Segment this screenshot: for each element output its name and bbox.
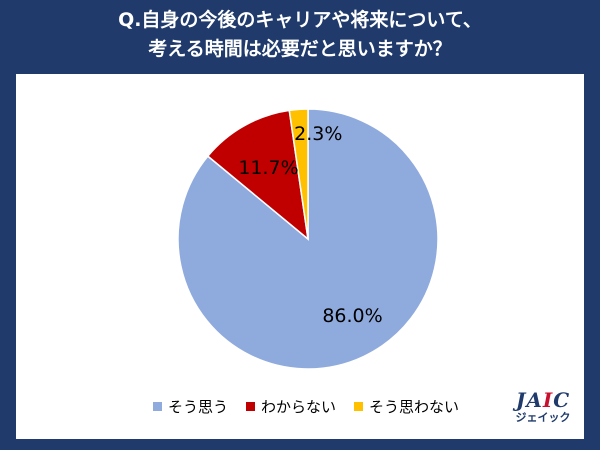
slice-disagree xyxy=(288,108,309,240)
pie-chart: 86.0% 11.7% 2.3% xyxy=(177,108,439,370)
legend-label-agree: そう思う xyxy=(168,397,229,416)
legend-item-unsure: わからない xyxy=(246,396,336,417)
legend-item-disagree: そう思わない xyxy=(354,396,459,417)
jaic-logo: JAIC ジェイック xyxy=(506,389,580,435)
legend-swatch-disagree xyxy=(354,401,364,411)
logo-wordmark: JAIC xyxy=(515,388,571,412)
chart-title-line-2: 考える時間は必要だと思いますか？ xyxy=(148,38,452,60)
legend-swatch-agree xyxy=(153,401,162,411)
logo-subtitle: ジェイック xyxy=(515,411,571,424)
legend-label-disagree: そう思わない xyxy=(369,397,460,416)
slice-label-unsure: 11.7% xyxy=(238,157,298,179)
chart-title-line-1: Q.自身の今後のキャリアや将来について、 xyxy=(118,9,482,31)
slice-label-disagree: 2.3% xyxy=(294,123,342,145)
chart-legend: そう思う わからない そう思わない xyxy=(153,396,459,416)
legend-swatch-unsure xyxy=(246,401,256,411)
chart-title: Q.自身の今後のキャリアや将来について、 考える時間は必要だと思いますか？ xyxy=(0,6,600,68)
legend-label-unsure: わからない xyxy=(261,397,337,416)
slice-unsure xyxy=(206,109,310,241)
chart-panel: 86.0% 11.7% 2.3% そう思う わからない そう思わない JAIC ジェ… xyxy=(16,74,584,439)
legend-item-agree: そう思う xyxy=(153,396,228,417)
slice-label-agree: 86.0% xyxy=(322,305,382,327)
